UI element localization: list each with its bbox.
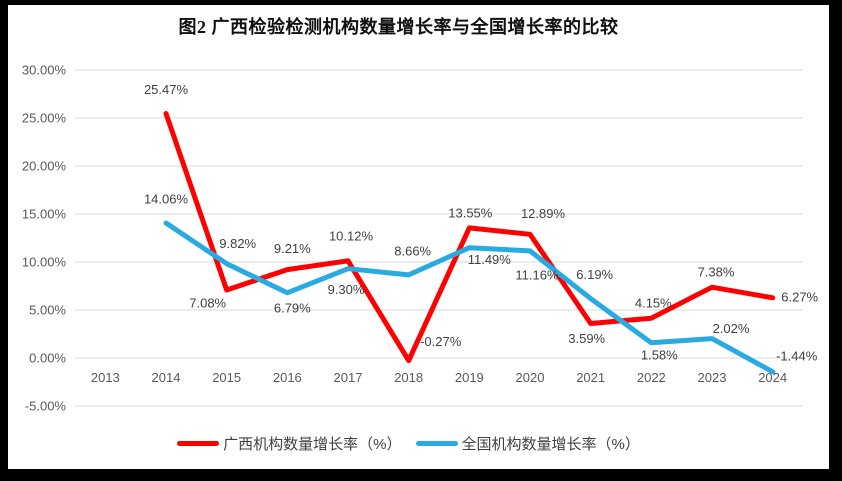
chart-legend: 广西机构数量增长率（%） 全国机构数量增长率（%） bbox=[8, 433, 829, 454]
x-axis-tick-label: 2015 bbox=[212, 370, 241, 385]
national-series-swatch bbox=[415, 441, 458, 446]
x-axis-tick-label: 2021 bbox=[576, 370, 605, 385]
y-axis-tick-label: 25.00% bbox=[22, 111, 67, 126]
national-series-label: 全国机构数量增长率（%） bbox=[461, 436, 640, 453]
x-axis-tick-label: 2016 bbox=[273, 370, 302, 385]
y-axis-tick-label: 0.00% bbox=[29, 351, 66, 366]
chart-title: 图2 广西检验检测机构数量增长率与全国增长率的比较 bbox=[178, 17, 619, 37]
y-axis-tick-label: -5.00% bbox=[25, 399, 67, 414]
y-axis-tick-label: 30.00% bbox=[22, 63, 67, 78]
y-axis-tick-label: 20.00% bbox=[22, 159, 67, 174]
line-chart-plot: 30.00% 25.00% 20.00% 15.00% 10.00% 5.00% 0.00%… bbox=[22, 63, 819, 414]
guangxi-series-label: 广西机构数量增长率（%） bbox=[223, 436, 402, 453]
data-point-label: 7.38% bbox=[698, 265, 735, 280]
legend-item-guangxi: 广西机构数量增长率（%） bbox=[177, 433, 402, 454]
data-point-label: -1.44% bbox=[776, 348, 818, 363]
data-point-label: 9.30% bbox=[328, 282, 365, 297]
data-point-label: 11.16% bbox=[515, 267, 559, 282]
x-axis-tick-label: 2013 bbox=[91, 370, 120, 385]
data-point-label: 9.21% bbox=[274, 241, 311, 256]
x-axis-tick-label: 2018 bbox=[394, 370, 423, 385]
y-axis-tick-label: 15.00% bbox=[22, 207, 67, 222]
data-point-label: 3.59% bbox=[568, 331, 605, 346]
data-point-label: 6.27% bbox=[781, 289, 818, 304]
x-axis-tick-label: 2019 bbox=[455, 370, 484, 385]
data-point-label: 11.49% bbox=[468, 252, 512, 267]
y-axis-tick-label: 5.00% bbox=[29, 303, 66, 318]
legend-item-national: 全国机构数量增长率（%） bbox=[415, 433, 640, 454]
data-point-label: 8.66% bbox=[394, 243, 431, 258]
y-axis-tick-label: 10.00% bbox=[22, 255, 67, 270]
x-axis-tick-label: 2020 bbox=[516, 370, 545, 385]
data-point-label: 25.47% bbox=[144, 82, 189, 97]
chart-canvas: 图2 广西检验检测机构数量增长率与全国增长率的比较 30.00% 25.00% 20… bbox=[8, 5, 829, 469]
data-point-label: 12.89% bbox=[521, 206, 566, 221]
data-point-label: 10.12% bbox=[329, 228, 374, 243]
data-point-label: 1.58% bbox=[641, 347, 678, 362]
data-point-label: 9.82% bbox=[219, 236, 256, 251]
data-point-label: 6.79% bbox=[274, 300, 311, 315]
data-point-label: 6.19% bbox=[576, 267, 613, 282]
data-point-label: 13.55% bbox=[448, 205, 493, 220]
data-point-label: 2.02% bbox=[713, 321, 750, 336]
guangxi-growth-line bbox=[163, 111, 776, 364]
data-point-label: -0.27% bbox=[420, 334, 462, 349]
national-growth-line bbox=[163, 220, 776, 375]
x-axis-tick-label: 2024 bbox=[758, 370, 787, 385]
x-axis-tick-label: 2017 bbox=[334, 370, 363, 385]
data-point-label: 7.08% bbox=[189, 296, 226, 311]
x-axis-tick-label: 2022 bbox=[637, 370, 666, 385]
x-axis-tick-label: 2023 bbox=[698, 370, 727, 385]
data-point-label: 14.06% bbox=[144, 192, 189, 207]
data-point-label: 4.15% bbox=[635, 296, 672, 311]
x-axis-tick-label: 2014 bbox=[152, 370, 181, 385]
guangxi-series-swatch bbox=[177, 441, 220, 446]
